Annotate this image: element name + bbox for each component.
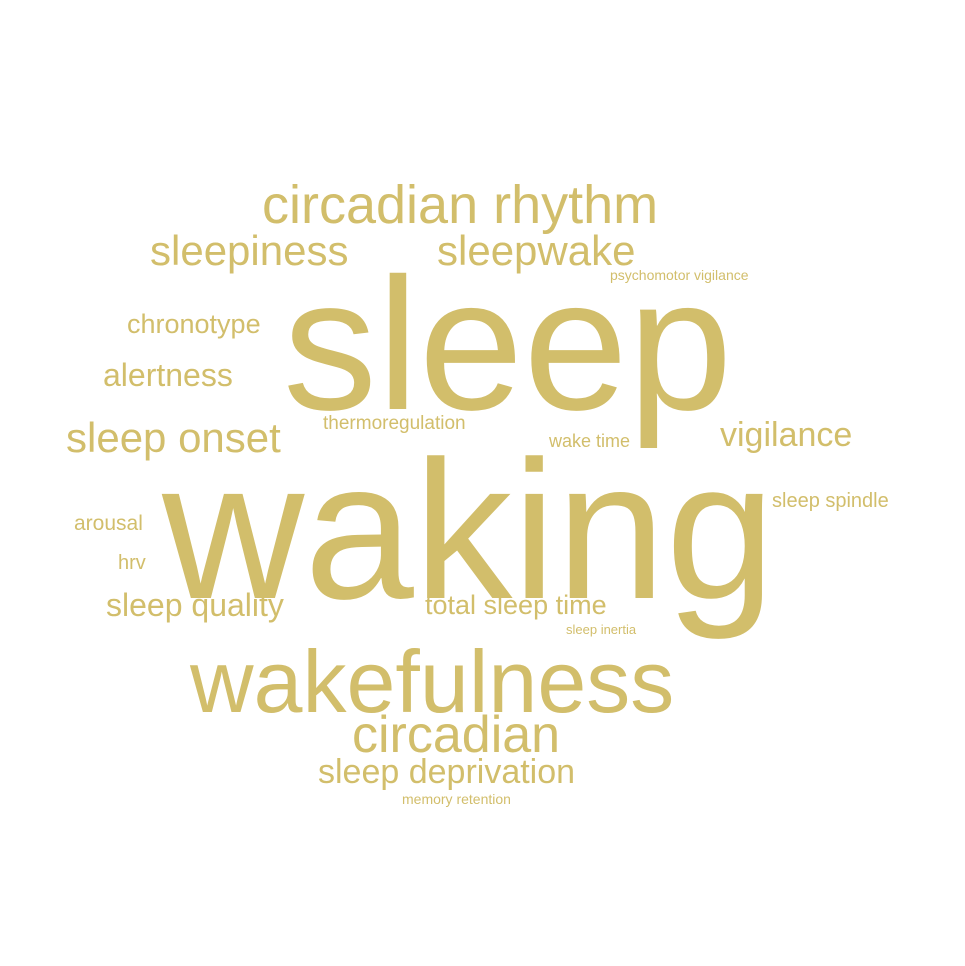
word-sleep-deprivation: sleep deprivation xyxy=(318,753,576,791)
word-chronotype: chronotype xyxy=(127,309,261,339)
word-arousal: arousal xyxy=(74,512,143,535)
word-psychomotor-vigilance: psychomotor vigilance xyxy=(610,267,749,283)
word-memory-retention: memory retention xyxy=(402,791,511,807)
word-sleep-onset: sleep onset xyxy=(66,414,281,461)
word-wakefulness: wakefulness xyxy=(190,632,675,731)
word-sleepiness: sleepiness xyxy=(150,227,349,274)
word-thermoregulation: thermoregulation xyxy=(323,413,466,434)
word-vigilance: vigilance xyxy=(720,416,853,454)
word-circadian: circadian xyxy=(352,706,561,764)
word-sleep-quality: sleep quality xyxy=(106,587,284,623)
word-sleepwake: sleepwake xyxy=(437,227,636,274)
word-alertness: alertness xyxy=(103,357,233,393)
word-wake-time: wake time xyxy=(549,431,631,451)
word-sleep-spindle: sleep spindle xyxy=(772,490,889,512)
word-total-sleep-time: total sleep time xyxy=(425,590,607,620)
word-sleep: sleep xyxy=(283,239,733,449)
word-waking: waking xyxy=(162,420,776,640)
word-circadian-rhythm: circadian rhythm xyxy=(262,175,659,235)
word-hrv: hrv xyxy=(118,552,146,574)
word-sleep-inertia: sleep inertia xyxy=(566,622,637,637)
